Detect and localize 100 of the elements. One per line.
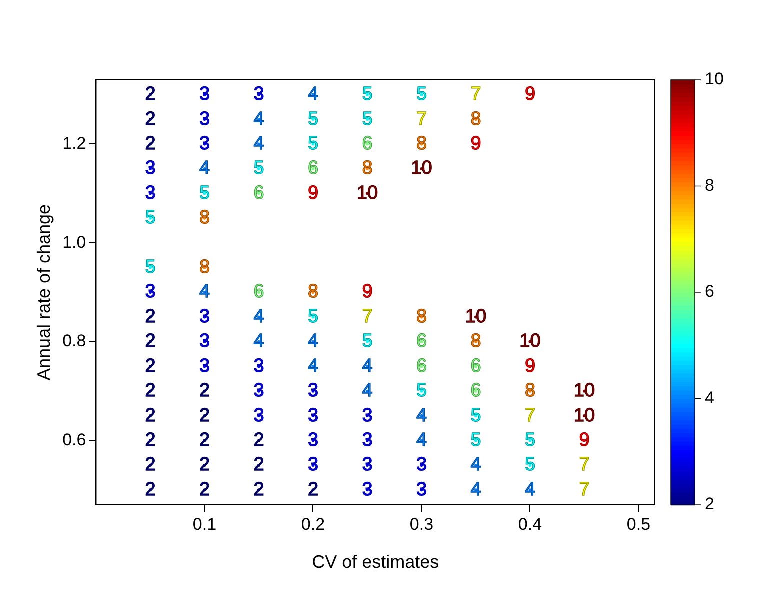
y-tick-label: 1.0	[62, 232, 86, 252]
annotation: 7	[416, 108, 428, 130]
annotation: 3	[362, 405, 373, 426]
annotation: 10	[356, 182, 378, 204]
annotation: 10	[411, 158, 432, 180]
annotation: 7	[524, 405, 536, 426]
annotation: 4	[416, 430, 428, 451]
annotation: 6	[362, 133, 373, 154]
annotation: 9	[524, 84, 536, 106]
annotation: 6	[254, 282, 264, 303]
x-tick-label: 0.2	[301, 514, 326, 534]
annotation: 2	[145, 454, 156, 476]
annotation: 2	[145, 430, 156, 451]
color-bar-label: 4	[705, 388, 714, 408]
annotation: 4	[199, 282, 210, 303]
annotation: 8	[199, 257, 210, 278]
annotation: 7	[362, 306, 373, 328]
annotation: 3	[308, 454, 319, 476]
annotation: 3	[416, 454, 428, 476]
annotation: 3	[254, 84, 264, 106]
y-tick-label: 1.2	[62, 134, 86, 153]
annotation: 3	[199, 331, 210, 352]
annotation: 4	[199, 158, 210, 180]
annotation: 9	[579, 430, 590, 451]
annotation: 4	[254, 331, 265, 352]
annotation: 6	[308, 158, 319, 180]
annotation: 8	[416, 306, 428, 328]
annotation: 3	[145, 282, 156, 303]
annotation: 2	[199, 380, 210, 402]
annotation: 3	[145, 158, 156, 180]
x-tick-label: 0.4	[518, 514, 542, 534]
annotation: 3	[254, 405, 264, 426]
annotation: 5	[524, 454, 536, 476]
annotation: 5	[362, 84, 373, 106]
annotation: 5	[362, 108, 373, 130]
annotation: 3	[362, 479, 373, 500]
annotation: 5	[145, 208, 156, 229]
annotation: 5	[470, 430, 482, 451]
annotation: 8	[416, 133, 428, 154]
annotation: 2	[199, 454, 210, 476]
annotation: 3	[416, 479, 428, 500]
annotation: 2	[145, 380, 156, 402]
annotation: 2	[145, 331, 156, 352]
annotation: 3	[308, 430, 319, 451]
annotation: 3	[199, 84, 210, 106]
annotation: 4	[416, 405, 428, 426]
annotation: 5	[308, 306, 319, 328]
annotation: 7	[579, 454, 590, 476]
y-tick-label: 0.8	[62, 332, 86, 351]
annotation: 4	[470, 454, 482, 476]
x-tick-label: 0.5	[626, 514, 651, 534]
color-bar-label: 6	[705, 282, 714, 302]
annotation: 3	[362, 454, 373, 476]
annotation: 5	[308, 133, 319, 154]
annotation: 5	[254, 158, 264, 180]
annotation: 10	[574, 380, 596, 402]
annotation: 3	[308, 405, 319, 426]
annotation: 8	[470, 108, 482, 130]
annotation: 5	[416, 84, 428, 106]
y-tick-label: 0.6	[62, 430, 86, 450]
color-bar-label: 2	[705, 494, 714, 514]
annotation: 2	[308, 479, 319, 500]
annotation: 7	[470, 84, 482, 106]
annotation: 4	[254, 133, 265, 154]
annotation: 2	[199, 479, 210, 500]
annotation: 3	[254, 356, 264, 377]
annotation: 5	[416, 380, 428, 402]
annotation: 8	[524, 380, 536, 402]
annotation: 10	[465, 306, 487, 328]
annotation: 3	[199, 108, 210, 130]
annotation: 3	[199, 306, 210, 328]
annotation: 3	[308, 380, 319, 402]
annotation: 9	[470, 133, 482, 154]
annotation: 6	[416, 356, 428, 377]
annotation: 2	[254, 430, 264, 451]
annotation: 4	[362, 356, 374, 377]
annotation: 4	[254, 306, 265, 328]
x-axis-title: CV of estimates	[312, 552, 440, 572]
annotation: 3	[254, 380, 264, 402]
annotation: 8	[470, 331, 482, 352]
annotation: 4	[254, 108, 265, 130]
annotation: 6	[470, 356, 482, 377]
annotation: 10	[520, 331, 541, 352]
annotation: 6	[254, 182, 264, 204]
annotation: 2	[145, 108, 156, 130]
annotation: 4	[524, 479, 536, 500]
annotation: 5	[199, 182, 210, 204]
annotation: 3	[199, 356, 210, 377]
annotation: 9	[308, 182, 319, 204]
annotation: 8	[362, 158, 373, 180]
annotation: 4	[308, 331, 319, 352]
annotation: 2	[145, 306, 156, 328]
annotation: 9	[362, 282, 373, 303]
annotation: 4	[470, 479, 482, 500]
annotation: 2	[145, 356, 156, 377]
annotation: 6	[416, 331, 428, 352]
annotation: 5	[470, 405, 482, 426]
annotation: 5	[145, 257, 156, 278]
annotation: 2	[145, 479, 156, 500]
annotation: 6	[470, 380, 482, 402]
